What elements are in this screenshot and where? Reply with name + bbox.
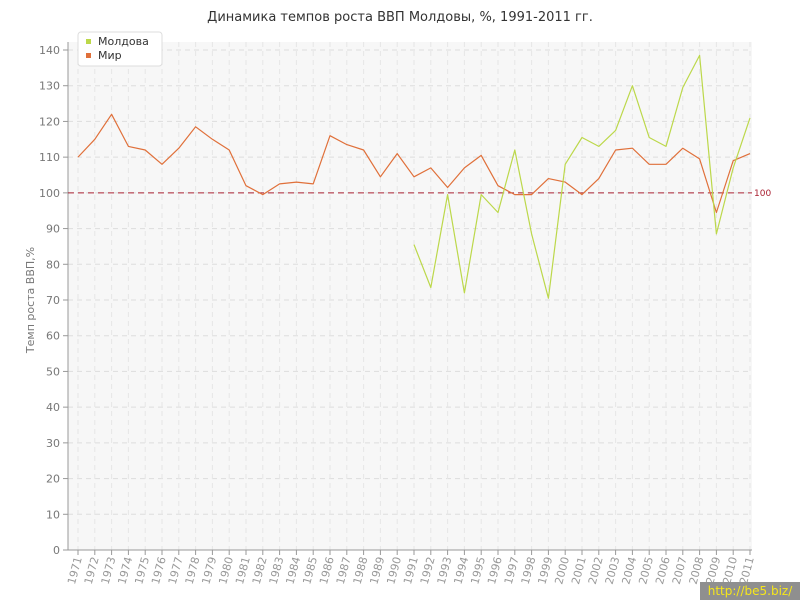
legend-swatch [86, 39, 91, 44]
legend-swatch [86, 53, 91, 58]
y-tick-label: 50 [46, 365, 60, 378]
y-tick-label: 30 [46, 437, 60, 450]
legend-label: Молдова [98, 35, 149, 48]
legend-box [77, 31, 163, 67]
y-tick-label: 130 [39, 80, 60, 93]
series-line-moldova [413, 54, 751, 299]
y-tick-label: 100 [39, 187, 60, 200]
y-tick-label: 60 [46, 330, 60, 343]
y-tick-label: 20 [46, 473, 60, 486]
y-tick-label: 70 [46, 294, 60, 307]
y-tick-label: 80 [46, 258, 60, 271]
y-tick-label: 0 [53, 544, 60, 557]
y-tick-label: 140 [39, 44, 60, 57]
y-tick-label: 120 [39, 115, 60, 128]
y-tick-label: 90 [46, 223, 60, 236]
chart-title: Динамика темпов роста ВВП Молдовы, %, 19… [207, 10, 593, 25]
reference-line-label: 100 [754, 189, 771, 199]
y-axis-label: Темп роста ВВП,% [24, 247, 37, 354]
y-tick-label: 10 [46, 508, 60, 521]
watermark-link[interactable]: http://be5.biz/ [700, 582, 800, 600]
plot-area [68, 42, 752, 550]
y-tick-label: 110 [39, 151, 60, 164]
legend-label: Мир [98, 49, 122, 62]
y-tick-label: 40 [46, 401, 60, 414]
series-line-world [77, 113, 751, 214]
